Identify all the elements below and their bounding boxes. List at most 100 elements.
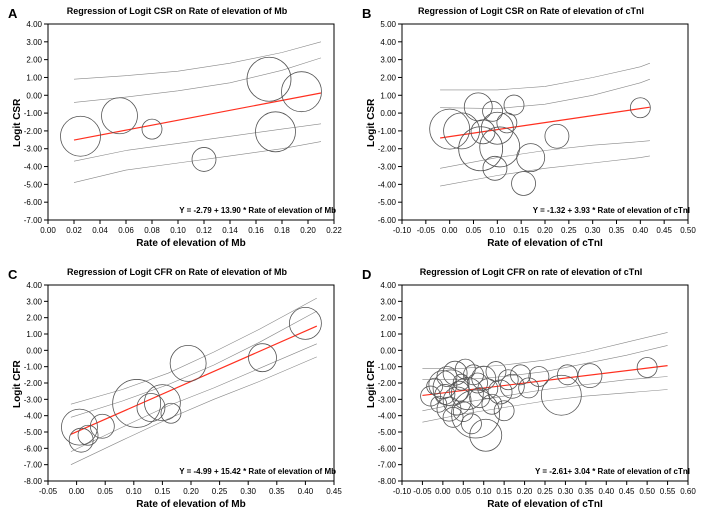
svg-text:-8.00: -8.00: [24, 477, 43, 486]
svg-text:0.20: 0.20: [183, 487, 199, 496]
y-axis-label: Logit CFR: [12, 360, 23, 408]
svg-text:-4.00: -4.00: [24, 163, 43, 172]
svg-text:4.00: 4.00: [380, 38, 396, 47]
data-bubble: [470, 419, 502, 451]
svg-text:0.45: 0.45: [656, 226, 672, 235]
data-bubble: [444, 113, 480, 149]
svg-text:0.18: 0.18: [274, 226, 290, 235]
data-bubble: [78, 425, 98, 445]
svg-text:-7.00: -7.00: [378, 461, 397, 470]
svg-text:0.00: 0.00: [26, 346, 42, 355]
svg-text:0.30: 0.30: [558, 487, 574, 496]
regression-line: [422, 366, 667, 396]
x-axis-label: Rate of elevation of Mb: [48, 238, 334, 249]
data-bubble: [557, 365, 577, 385]
svg-text:0.04: 0.04: [92, 226, 108, 235]
svg-text:-3.00: -3.00: [24, 145, 43, 154]
svg-text:1.00: 1.00: [26, 73, 42, 82]
svg-text:0.02: 0.02: [66, 226, 82, 235]
data-bubble: [504, 95, 524, 115]
svg-text:0.35: 0.35: [578, 487, 594, 496]
svg-text:0.10: 0.10: [476, 487, 492, 496]
data-bubble: [483, 101, 503, 121]
svg-text:3.00: 3.00: [26, 38, 42, 47]
y-axis-label: Logit CSR: [366, 99, 377, 147]
svg-text:-4.00: -4.00: [378, 180, 397, 189]
data-bubble: [137, 394, 165, 422]
svg-text:-2.00: -2.00: [24, 379, 43, 388]
chart-title: Regression of Logit CFR on rate of eleva…: [354, 267, 708, 277]
svg-text:-6.00: -6.00: [378, 444, 397, 453]
svg-text:-6.00: -6.00: [24, 198, 43, 207]
svg-text:0.15: 0.15: [155, 487, 171, 496]
svg-text:-4.00: -4.00: [24, 412, 43, 421]
data-bubble: [517, 144, 545, 172]
svg-text:0.00: 0.00: [40, 226, 56, 235]
svg-text:0.15: 0.15: [496, 487, 512, 496]
svg-text:-1.00: -1.00: [378, 127, 397, 136]
regression-equation: Y = -2.79 + 13.90 * Rate of elevation of…: [179, 206, 336, 215]
data-bubble: [464, 93, 492, 121]
svg-text:-5.00: -5.00: [24, 428, 43, 437]
svg-text:-7.00: -7.00: [24, 216, 43, 225]
svg-text:-7.00: -7.00: [24, 461, 43, 470]
chart-plot: -0.10-0.050.000.050.100.150.200.250.300.…: [354, 18, 708, 260]
panel-d: DRegression of Logit CFR on rate of elev…: [354, 261, 708, 522]
svg-text:-2.00: -2.00: [24, 127, 43, 136]
data-bubble: [497, 113, 517, 133]
svg-text:0.06: 0.06: [118, 226, 134, 235]
y-axis-label: Logit CFR: [366, 360, 377, 408]
svg-text:-0.10: -0.10: [393, 487, 412, 496]
chart-title: Regression of Logit CSR on Rate of eleva…: [354, 6, 708, 16]
data-bubble: [247, 57, 291, 101]
svg-text:0.08: 0.08: [144, 226, 160, 235]
svg-text:0.16: 0.16: [248, 226, 264, 235]
svg-text:2.00: 2.00: [26, 56, 42, 65]
svg-text:-5.00: -5.00: [378, 428, 397, 437]
data-bubble: [249, 344, 277, 372]
svg-text:0.10: 0.10: [126, 487, 142, 496]
svg-text:0.05: 0.05: [455, 487, 471, 496]
svg-text:1.00: 1.00: [26, 330, 42, 339]
data-bubble: [480, 127, 520, 167]
panel-a: ARegression of Logit CSR on Rate of elev…: [0, 0, 354, 261]
data-bubble: [512, 171, 536, 195]
svg-text:0.12: 0.12: [196, 226, 212, 235]
data-bubble: [483, 156, 507, 180]
svg-text:0.15: 0.15: [513, 226, 529, 235]
svg-text:0.45: 0.45: [619, 487, 635, 496]
svg-text:-2.00: -2.00: [378, 145, 397, 154]
svg-text:2.00: 2.00: [26, 314, 42, 323]
svg-text:-6.00: -6.00: [24, 444, 43, 453]
data-bubble: [142, 119, 162, 139]
svg-text:-3.00: -3.00: [24, 395, 43, 404]
svg-text:0.40: 0.40: [633, 226, 649, 235]
svg-text:0.05: 0.05: [97, 487, 113, 496]
svg-text:0.50: 0.50: [680, 226, 696, 235]
svg-text:-0.05: -0.05: [413, 487, 432, 496]
svg-text:0.25: 0.25: [212, 487, 228, 496]
svg-text:0.20: 0.20: [300, 226, 316, 235]
panel-c: CRegression of Logit CFR on Rate of elev…: [0, 261, 354, 522]
svg-text:-3.00: -3.00: [378, 395, 397, 404]
svg-text:-0.05: -0.05: [39, 487, 58, 496]
svg-text:0.30: 0.30: [240, 487, 256, 496]
svg-text:0.22: 0.22: [326, 226, 342, 235]
svg-text:0.30: 0.30: [585, 226, 601, 235]
svg-text:0.25: 0.25: [561, 226, 577, 235]
data-bubble: [69, 428, 93, 452]
svg-text:0.20: 0.20: [517, 487, 533, 496]
chart-plot: 0.000.020.040.060.080.100.120.140.160.18…: [0, 18, 354, 260]
svg-text:0.40: 0.40: [598, 487, 614, 496]
data-bubble: [430, 109, 470, 149]
chart-plot: -0.050.000.050.100.150.200.250.300.350.4…: [0, 279, 354, 521]
data-bubble: [545, 124, 569, 148]
svg-text:0.50: 0.50: [639, 487, 655, 496]
svg-text:0.10: 0.10: [490, 226, 506, 235]
svg-text:4.00: 4.00: [26, 281, 42, 290]
svg-text:0.25: 0.25: [537, 487, 553, 496]
svg-text:3.00: 3.00: [26, 297, 42, 306]
svg-text:-2.00: -2.00: [378, 379, 397, 388]
svg-text:0.14: 0.14: [222, 226, 238, 235]
svg-text:-1.00: -1.00: [24, 109, 43, 118]
